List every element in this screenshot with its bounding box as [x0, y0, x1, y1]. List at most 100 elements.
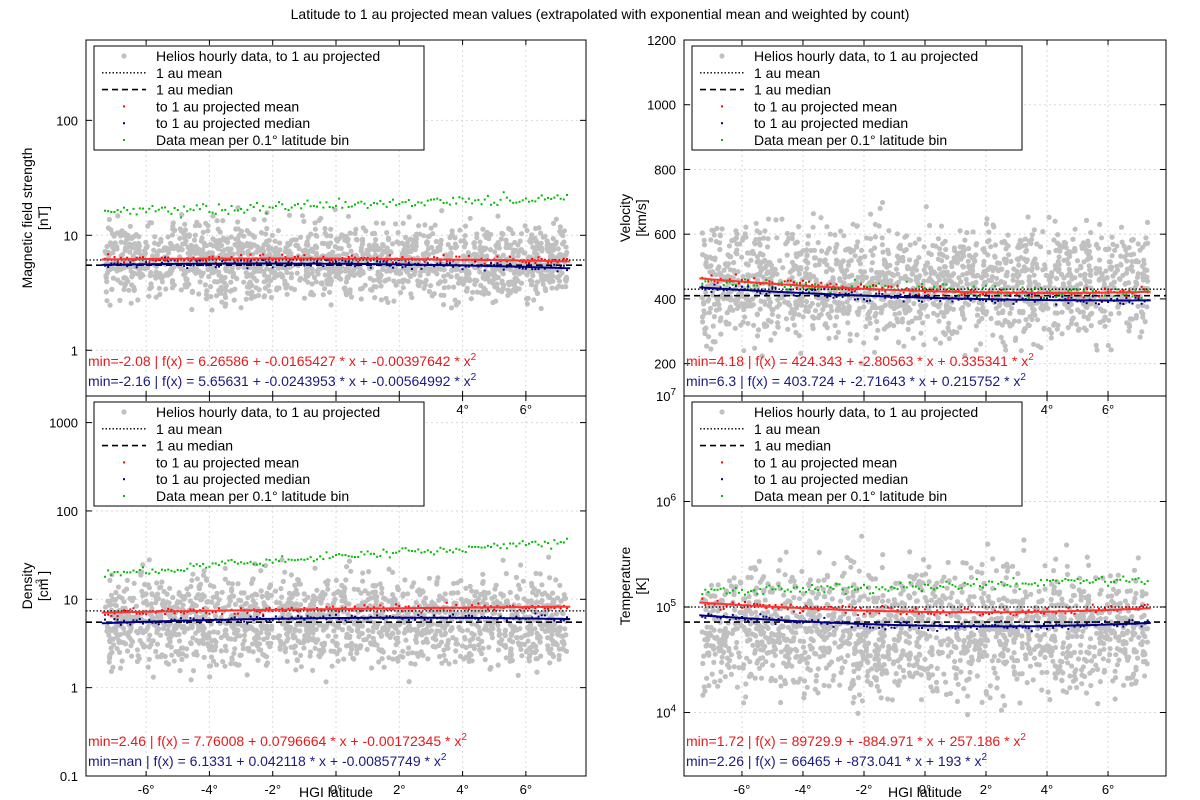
- projected-mean-point: [798, 281, 801, 284]
- projected-mean-point: [1097, 295, 1100, 298]
- bin-mean-point: [1027, 297, 1030, 300]
- raw-data-point: [937, 301, 943, 307]
- raw-data-point: [213, 268, 219, 274]
- raw-data-point: [324, 277, 330, 283]
- bin-mean-point: [524, 197, 527, 200]
- raw-data-point: [197, 270, 204, 276]
- projected-median-point: [344, 260, 347, 263]
- raw-data-point: [944, 269, 950, 275]
- projected-median-point: [164, 256, 167, 259]
- raw-data-point: [220, 248, 226, 254]
- raw-data-point: [399, 250, 405, 256]
- bin-mean-point: [771, 285, 774, 288]
- raw-data-point: [1072, 226, 1078, 232]
- raw-data-point: [494, 281, 500, 287]
- raw-data-point: [796, 271, 803, 277]
- raw-data-point: [777, 292, 783, 299]
- raw-data-point: [499, 278, 505, 284]
- raw-data-point: [502, 628, 508, 634]
- raw-data-point: [1097, 221, 1103, 227]
- raw-data-point: [164, 591, 170, 597]
- projected-mean-point: [246, 260, 249, 263]
- projected-median-point: [844, 292, 847, 295]
- raw-data-point: [122, 240, 128, 246]
- raw-data-point: [515, 278, 521, 284]
- raw-data-point: [515, 582, 522, 588]
- bin-mean-point: [853, 278, 856, 281]
- raw-data-point: [239, 623, 245, 629]
- raw-data-point: [204, 288, 210, 294]
- raw-data-point: [803, 298, 810, 305]
- raw-data-point: [792, 240, 798, 246]
- raw-data-point: [966, 263, 972, 269]
- raw-data-point: [817, 257, 823, 263]
- bin-mean-point: [236, 209, 239, 212]
- raw-data-point: [539, 582, 545, 588]
- raw-data-point: [1029, 265, 1035, 271]
- projected-mean-point: [881, 286, 884, 289]
- raw-data-point: [232, 242, 238, 248]
- raw-data-point: [348, 568, 354, 574]
- raw-data-point: [992, 254, 998, 260]
- raw-data-point: [201, 251, 207, 257]
- bin-mean-point: [401, 201, 404, 204]
- raw-data-point: [1124, 258, 1130, 264]
- raw-data-point: [1061, 257, 1067, 263]
- raw-data-point: [1070, 315, 1076, 321]
- bin-mean-point: [1125, 293, 1128, 296]
- fit-annotation-median: min=-2.16 | f(x) = 5.65631 + -0.0243953 …: [88, 372, 477, 389]
- bin-mean-point: [471, 202, 474, 205]
- raw-data-point: [962, 352, 968, 359]
- raw-data-point: [287, 241, 293, 247]
- raw-data-point: [803, 304, 809, 310]
- projected-mean-point: [214, 261, 217, 264]
- raw-data-point: [322, 286, 328, 292]
- projected-mean-point: [805, 283, 808, 286]
- raw-data-point: [288, 275, 294, 281]
- raw-data-point: [510, 255, 516, 261]
- raw-data-point: [354, 237, 360, 243]
- projected-mean-point: [817, 284, 820, 287]
- raw-data-point: [845, 320, 851, 326]
- raw-data-point: [783, 316, 790, 322]
- raw-data-point: [844, 267, 850, 273]
- projected-mean-point: [963, 292, 966, 295]
- projected-mean-point: [426, 257, 429, 260]
- raw-data-point: [1106, 317, 1112, 323]
- raw-data-point: [1067, 253, 1073, 259]
- raw-data-point: [327, 281, 334, 287]
- raw-data-point: [775, 297, 781, 303]
- raw-data-point: [848, 257, 854, 264]
- bin-mean-point: [838, 288, 841, 291]
- bin-mean-point: [420, 201, 423, 204]
- raw-data-point: [802, 257, 809, 264]
- raw-data-point: [930, 280, 936, 286]
- raw-data-point: [985, 252, 991, 258]
- bin-mean-point: [309, 205, 312, 208]
- raw-data-point: [140, 272, 146, 279]
- raw-data-point: [147, 632, 153, 638]
- raw-data-point: [993, 281, 999, 287]
- bin-mean-point: [252, 206, 255, 209]
- projected-median-point: [183, 265, 186, 268]
- raw-data-point: [143, 239, 149, 245]
- raw-data-point: [886, 251, 892, 257]
- raw-data-point: [121, 265, 127, 271]
- raw-data-point: [128, 300, 134, 306]
- raw-data-point: [810, 224, 816, 230]
- raw-data-point: [789, 231, 796, 237]
- raw-data-point: [912, 240, 918, 246]
- bin-mean-point: [750, 288, 753, 291]
- raw-data-point: [986, 277, 992, 283]
- legend-entry: to 1 au projected median: [156, 115, 310, 131]
- projected-mean-point: [211, 255, 214, 258]
- raw-data-point: [209, 307, 215, 313]
- raw-data-point: [880, 199, 886, 206]
- raw-data-point: [441, 647, 447, 653]
- fit-annotation-median: min=6.3 | f(x) = 403.724 + -2.71643 * x …: [686, 372, 1026, 389]
- raw-data-point: [538, 230, 544, 236]
- raw-data-point: [458, 238, 464, 244]
- projected-median-point: [1119, 302, 1122, 305]
- raw-data-point: [813, 277, 819, 283]
- raw-data-point: [827, 231, 833, 237]
